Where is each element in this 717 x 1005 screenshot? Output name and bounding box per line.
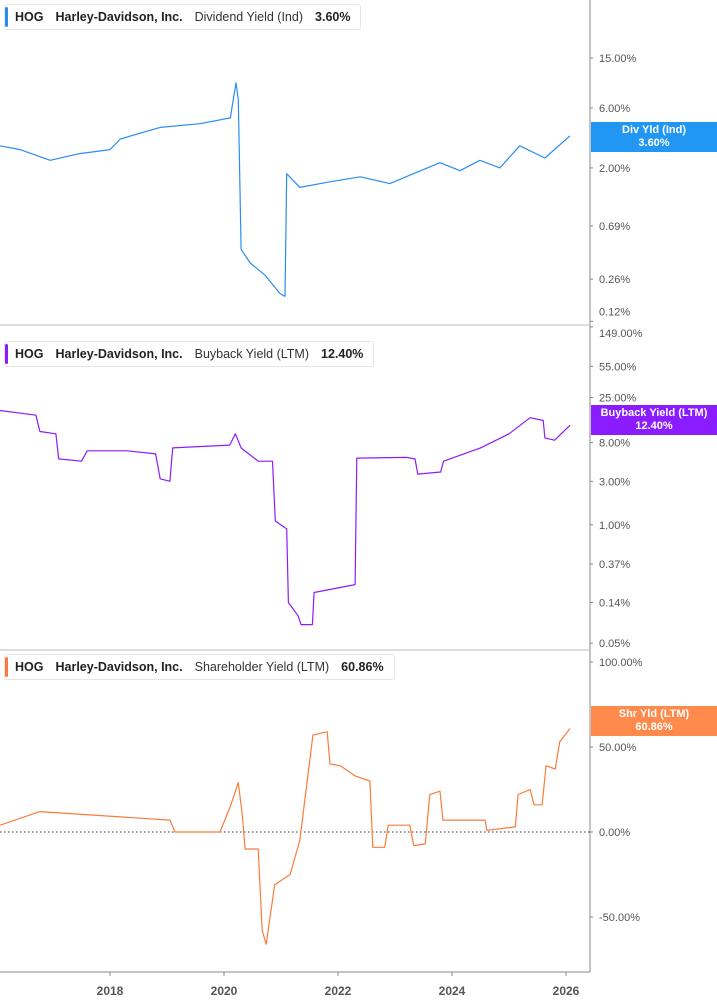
series-line-2 bbox=[0, 728, 571, 945]
value-tag-shareholder-yield: Shr Yld (LTM) 60.86% bbox=[591, 706, 717, 736]
y-tick-label: 3.00% bbox=[599, 476, 630, 488]
y-tick-label: 0.69% bbox=[599, 221, 630, 233]
x-tick-label: 2026 bbox=[553, 984, 580, 998]
legend-metric: Buyback Yield (LTM) bbox=[194, 347, 310, 361]
y-tick-label: 100.00% bbox=[599, 657, 643, 669]
y-tick-label: 15.00% bbox=[599, 53, 637, 65]
tag-title: Shr Yld (LTM) bbox=[618, 708, 690, 720]
y-tick-label: 0.00% bbox=[599, 827, 630, 839]
y-tick-label: 0.14% bbox=[599, 597, 630, 609]
legend-ticker: HOG bbox=[15, 660, 44, 674]
y-tick-label: 2.00% bbox=[599, 163, 630, 175]
legend-value: 60.86% bbox=[341, 660, 384, 674]
series-line-0 bbox=[0, 82, 571, 297]
tag-value: 12.40% bbox=[635, 420, 673, 432]
tag-value: 60.86% bbox=[635, 721, 673, 733]
legend-buyback-yield: HOG Harley-Davidson, Inc. Buyback Yield … bbox=[4, 341, 375, 367]
legend-color-bar bbox=[5, 344, 8, 364]
legend-company: Harley-Davidson, Inc. bbox=[55, 660, 183, 674]
y-tick-label: 0.37% bbox=[599, 559, 630, 571]
tag-title: Buyback Yield (LTM) bbox=[600, 407, 708, 419]
legend-value: 12.40% bbox=[321, 347, 364, 361]
legend-dividend-yield: HOG Harley-Davidson, Inc. Dividend Yield… bbox=[4, 4, 362, 30]
series-line-1 bbox=[0, 409, 571, 626]
y-tick-label: 25.00% bbox=[599, 393, 637, 405]
legend-company: Harley-Davidson, Inc. bbox=[55, 347, 183, 361]
x-tick-label: 2024 bbox=[439, 984, 466, 998]
legend-value: 3.60% bbox=[315, 10, 351, 24]
y-tick-label: 0.12% bbox=[599, 306, 630, 318]
x-tick-label: 2022 bbox=[325, 984, 352, 998]
y-tick-label: 149.00% bbox=[599, 328, 643, 340]
legend-metric: Dividend Yield (Ind) bbox=[194, 10, 304, 24]
legend-color-bar bbox=[5, 7, 8, 27]
y-tick-label: 8.00% bbox=[599, 438, 630, 450]
value-tag-buyback-yield: Buyback Yield (LTM) 12.40% bbox=[591, 405, 717, 435]
y-tick-label: -50.00% bbox=[599, 912, 640, 924]
legend-color-bar bbox=[5, 657, 8, 677]
x-tick-label: 2018 bbox=[97, 984, 124, 998]
y-tick-label: 50.00% bbox=[599, 742, 637, 754]
legend-company: Harley-Davidson, Inc. bbox=[55, 10, 183, 24]
value-tag-dividend-yield: Div Yld (Ind) 3.60% bbox=[591, 122, 717, 152]
tag-value: 3.60% bbox=[638, 137, 670, 149]
tag-title: Div Yld (Ind) bbox=[622, 124, 686, 136]
y-tick-label: 1.00% bbox=[599, 520, 630, 532]
legend-shareholder-yield: HOG Harley-Davidson, Inc. Shareholder Yi… bbox=[4, 654, 395, 680]
legend-ticker: HOG bbox=[15, 10, 44, 24]
legend-ticker: HOG bbox=[15, 347, 44, 361]
y-tick-label: 0.26% bbox=[599, 274, 630, 286]
y-tick-label: 6.00% bbox=[599, 103, 630, 115]
x-tick-label: 2020 bbox=[211, 984, 238, 998]
y-tick-label: 0.05% bbox=[599, 638, 630, 650]
legend-metric: Shareholder Yield (LTM) bbox=[194, 660, 330, 674]
y-tick-label: 55.00% bbox=[599, 361, 637, 373]
